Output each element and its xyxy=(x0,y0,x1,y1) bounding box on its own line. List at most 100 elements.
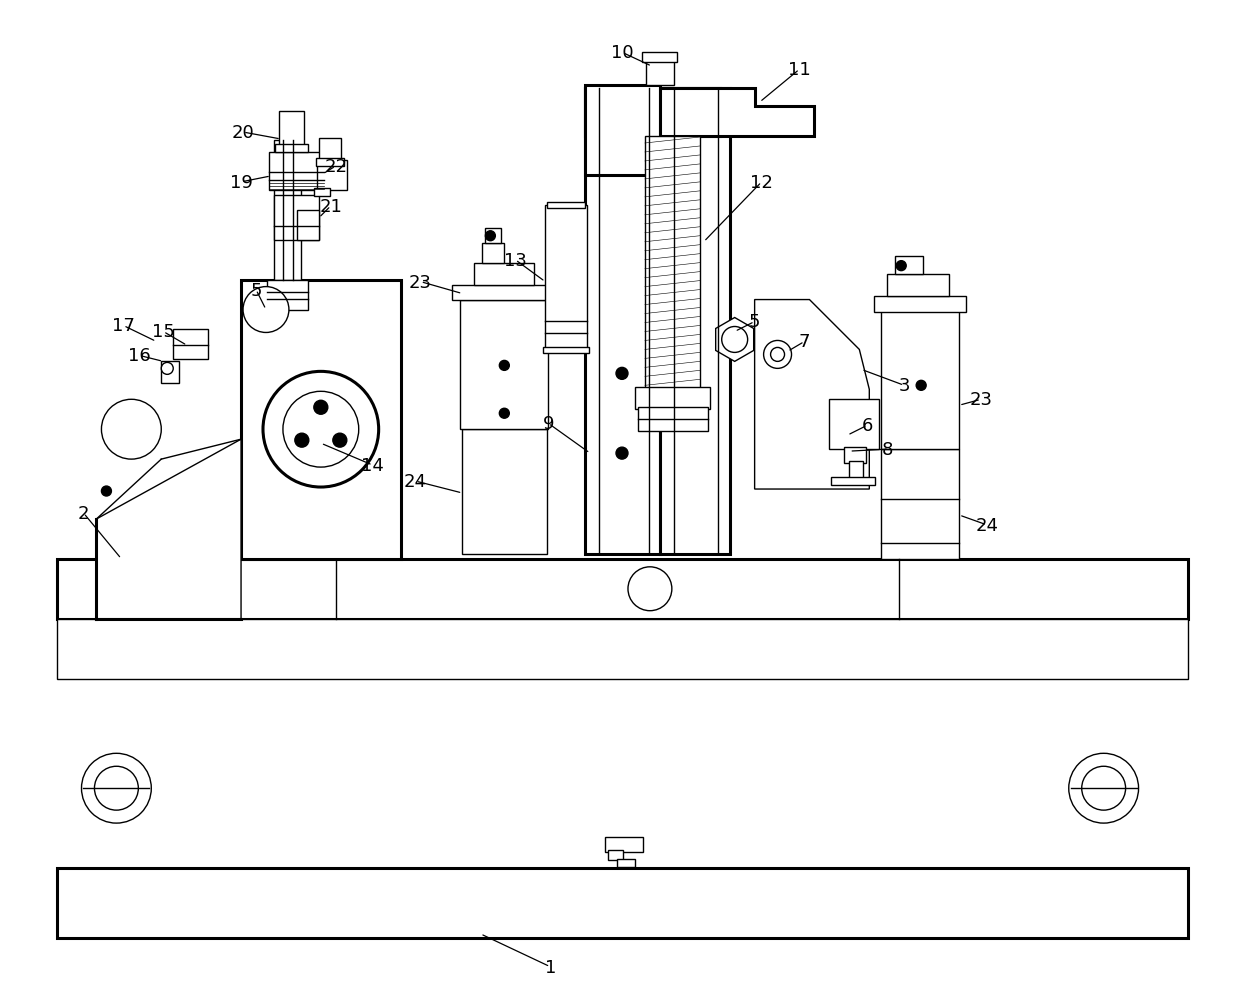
Bar xyxy=(637,408,708,431)
Circle shape xyxy=(82,753,151,823)
Polygon shape xyxy=(97,439,241,619)
Circle shape xyxy=(500,361,510,371)
Bar xyxy=(895,257,923,275)
Bar xyxy=(274,196,319,241)
Bar xyxy=(618,860,635,868)
Bar xyxy=(849,461,863,479)
Bar xyxy=(830,400,879,449)
Circle shape xyxy=(263,372,378,487)
Circle shape xyxy=(627,568,672,611)
Circle shape xyxy=(616,368,627,380)
Bar xyxy=(546,206,587,350)
Text: 21: 21 xyxy=(320,198,342,216)
Text: 20: 20 xyxy=(232,124,254,141)
Bar xyxy=(274,140,301,280)
Text: 15: 15 xyxy=(151,323,175,341)
Circle shape xyxy=(764,341,791,369)
Text: 7: 7 xyxy=(799,333,810,351)
Bar xyxy=(547,203,585,209)
Text: 9: 9 xyxy=(542,415,554,432)
Bar xyxy=(241,280,401,560)
Bar xyxy=(267,280,308,310)
Bar xyxy=(296,211,319,241)
Bar xyxy=(888,275,949,296)
Circle shape xyxy=(897,262,906,272)
Circle shape xyxy=(500,409,510,419)
Circle shape xyxy=(916,381,926,391)
Text: 6: 6 xyxy=(862,417,873,434)
Circle shape xyxy=(332,433,347,447)
Text: 12: 12 xyxy=(750,174,773,192)
Circle shape xyxy=(94,766,139,810)
Bar xyxy=(635,388,709,410)
Bar xyxy=(57,560,1188,619)
Bar xyxy=(882,310,959,449)
Bar xyxy=(831,477,875,485)
Bar xyxy=(844,447,867,463)
Text: 3: 3 xyxy=(899,377,910,395)
Bar xyxy=(161,362,180,384)
Text: 2: 2 xyxy=(78,505,89,523)
Text: 23: 23 xyxy=(970,391,992,409)
Circle shape xyxy=(1081,766,1126,810)
Text: 17: 17 xyxy=(112,317,135,335)
Text: 5: 5 xyxy=(250,281,262,299)
Text: 8: 8 xyxy=(882,440,893,458)
Bar xyxy=(319,138,341,160)
Text: 5: 5 xyxy=(749,313,760,331)
Text: 24: 24 xyxy=(976,517,998,535)
Circle shape xyxy=(102,486,112,496)
Bar xyxy=(882,449,959,560)
Bar xyxy=(269,152,324,191)
Circle shape xyxy=(485,232,495,242)
Bar xyxy=(874,296,966,312)
Bar xyxy=(485,229,501,244)
Bar xyxy=(608,851,622,861)
Bar xyxy=(482,244,505,264)
Circle shape xyxy=(616,447,627,459)
Bar xyxy=(57,619,1188,679)
Text: 23: 23 xyxy=(409,274,432,291)
Circle shape xyxy=(102,400,161,459)
Bar xyxy=(660,89,729,555)
Bar xyxy=(317,160,347,191)
Circle shape xyxy=(1069,753,1138,823)
Bar xyxy=(57,869,1188,938)
Bar xyxy=(275,144,308,152)
Text: 24: 24 xyxy=(404,472,427,490)
Circle shape xyxy=(161,363,174,375)
Text: 10: 10 xyxy=(610,44,634,62)
Polygon shape xyxy=(715,318,754,362)
Text: 11: 11 xyxy=(789,61,811,79)
Bar xyxy=(585,86,660,176)
Bar xyxy=(174,330,208,360)
Bar xyxy=(642,53,677,63)
Circle shape xyxy=(722,327,748,353)
Text: 22: 22 xyxy=(325,157,347,176)
Bar xyxy=(316,158,343,166)
Text: 13: 13 xyxy=(503,252,527,270)
Bar xyxy=(314,189,330,197)
Polygon shape xyxy=(660,89,815,136)
Bar xyxy=(543,348,589,354)
Circle shape xyxy=(770,348,785,362)
Bar xyxy=(645,136,699,390)
Bar xyxy=(585,89,660,555)
Circle shape xyxy=(243,287,289,333)
Text: 19: 19 xyxy=(229,174,253,192)
Bar xyxy=(585,89,719,136)
Bar xyxy=(646,61,673,86)
Circle shape xyxy=(283,392,358,467)
Bar xyxy=(605,838,642,853)
Bar xyxy=(453,285,557,300)
Bar xyxy=(279,112,304,146)
Bar xyxy=(460,300,548,429)
Text: 16: 16 xyxy=(128,347,151,365)
Text: 14: 14 xyxy=(361,456,384,474)
Circle shape xyxy=(295,433,309,447)
Bar xyxy=(463,429,547,555)
Text: 1: 1 xyxy=(544,958,556,976)
Circle shape xyxy=(314,401,327,415)
Bar xyxy=(475,264,534,285)
Polygon shape xyxy=(755,300,869,489)
